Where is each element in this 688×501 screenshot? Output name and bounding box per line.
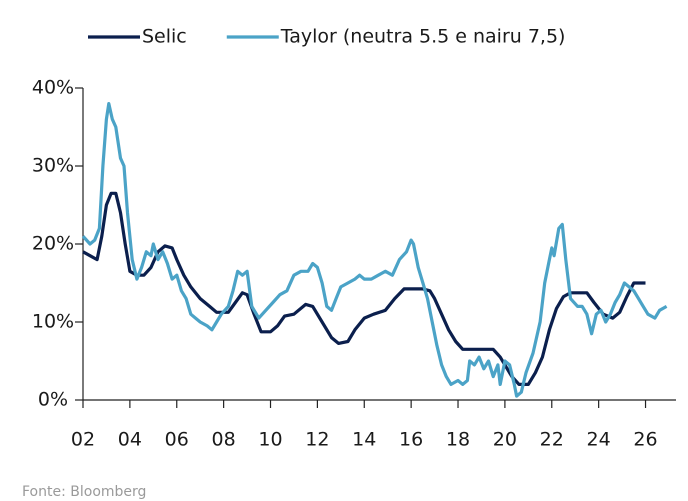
x-tick-label: 18 <box>446 429 470 451</box>
x-tick-label: 14 <box>352 429 376 451</box>
x-tick-label: 22 <box>540 429 564 451</box>
x-tick-label: 20 <box>493 429 517 451</box>
x-tick-label: 10 <box>258 429 282 451</box>
series-line <box>81 102 668 398</box>
x-tick-label: 12 <box>305 429 329 451</box>
legend-label: Selic <box>142 26 187 48</box>
x-tick-label: 04 <box>118 429 142 451</box>
x-tick-label: 24 <box>587 429 611 451</box>
source-note: Fonte: Bloomberg <box>22 484 146 500</box>
x-tick-label: 26 <box>633 429 657 451</box>
y-tick-label: 10% <box>32 311 74 333</box>
y-tick-label: 30% <box>32 155 74 177</box>
series-line <box>82 191 646 386</box>
y-tick-label: 40% <box>32 77 74 99</box>
y-tick-label: 0% <box>38 389 68 411</box>
x-tick-label: 08 <box>212 429 236 451</box>
x-tick-label: 16 <box>399 429 423 451</box>
x-tick-label: 06 <box>165 429 189 451</box>
x-tick-label: 02 <box>71 429 95 451</box>
y-tick-label: 20% <box>32 233 74 255</box>
legend-label: Taylor (neutra 5.5 e nairu 7,5) <box>280 26 566 48</box>
